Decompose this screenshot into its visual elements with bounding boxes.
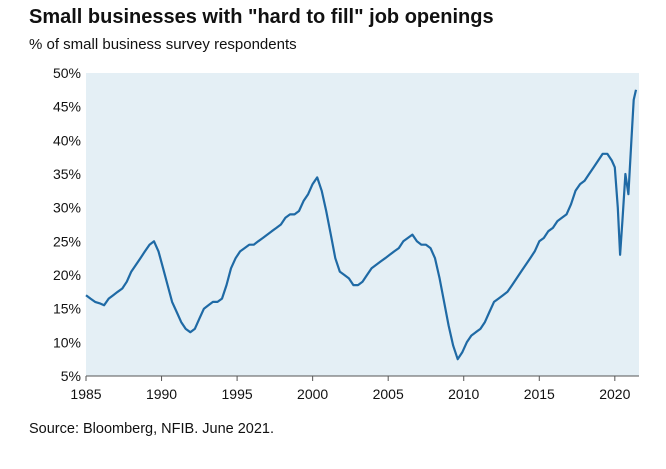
- y-tick-label: 5%: [61, 368, 81, 384]
- y-tick-label: 10%: [53, 334, 81, 350]
- x-tick-label: 1985: [70, 386, 101, 402]
- chart-subtitle: % of small business survey respondents: [29, 36, 297, 53]
- y-tick-label: 20%: [53, 267, 81, 283]
- x-axis: 1985 1990 1995 2000 2005 2010 2015 2020: [70, 376, 631, 402]
- plot-area: [86, 73, 639, 376]
- chart-source: Source: Bloomberg, NFIB. June 2021.: [29, 421, 275, 437]
- y-tick-label: 25%: [53, 233, 81, 249]
- y-axis: 5% 10% 15% 20% 25% 30% 35% 40% 45% 50%: [53, 65, 81, 384]
- x-tick-label: 2010: [448, 386, 479, 402]
- x-tick-label: 2005: [373, 386, 404, 402]
- y-tick-label: 30%: [53, 200, 81, 216]
- x-tick-label: 1990: [146, 386, 177, 402]
- y-tick-label: 40%: [53, 132, 81, 148]
- x-tick-label: 1995: [222, 386, 253, 402]
- x-tick-label: 2000: [297, 386, 328, 402]
- x-tick-label: 2015: [524, 386, 555, 402]
- chart-title: Small businesses with "hard to fill" job…: [29, 6, 494, 28]
- y-tick-label: 50%: [53, 65, 81, 81]
- y-tick-label: 15%: [53, 301, 81, 317]
- series-line: [85, 89, 638, 361]
- y-tick-label: 35%: [53, 166, 81, 182]
- y-tick-label: 45%: [53, 99, 81, 115]
- x-tick-label: 2020: [599, 386, 630, 402]
